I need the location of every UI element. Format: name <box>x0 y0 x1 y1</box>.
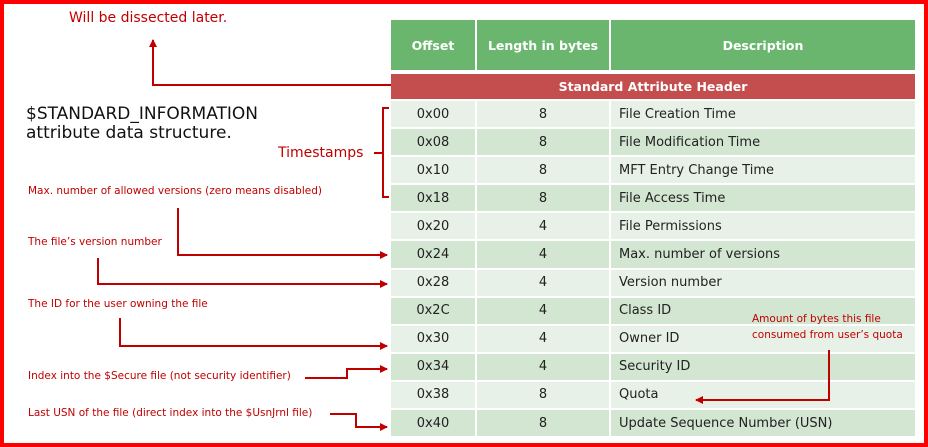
cell-description: Class ID <box>611 295 915 324</box>
cell-length: 4 <box>477 323 611 352</box>
cell-offset: 0x30 <box>391 323 477 352</box>
annotation-dissected: Will be dissected later. <box>69 10 228 26</box>
band-label: Standard Attribute Header <box>391 70 915 99</box>
cell-offset: 0x24 <box>391 239 477 268</box>
page-title: $STANDARD_INFORMATION attribute data str… <box>26 105 258 143</box>
table-row: 0x34 4 Security ID <box>391 351 915 380</box>
table-row: 0x28 4 Version number <box>391 267 915 296</box>
annotation-timestamps: Timestamps <box>278 145 364 161</box>
annotation-owner-id: The ID for the user owning the file <box>28 298 208 310</box>
cell-offset: 0x34 <box>391 351 477 380</box>
section-band: Standard Attribute Header <box>391 70 915 99</box>
cell-length: 4 <box>477 295 611 324</box>
cell-length: 8 <box>477 183 611 212</box>
table-row: 0x08 8 File Modification Time <box>391 127 915 156</box>
cell-description: File Creation Time <box>611 99 915 128</box>
table-row: 0x24 4 Max. number of versions <box>391 239 915 268</box>
cell-description: File Access Time <box>611 183 915 212</box>
structure-table: Offset Length in bytes Description Stand… <box>391 20 915 437</box>
cell-description: MFT Entry Change Time <box>611 155 915 184</box>
cell-description: Version number <box>611 267 915 296</box>
cell-length: 8 <box>477 155 611 184</box>
cell-description: Max. number of versions <box>611 239 915 268</box>
annotation-quota-line1: Amount of bytes this file <box>752 313 881 325</box>
table-row: 0x30 4 Owner ID <box>391 323 915 352</box>
cell-description: Owner ID <box>611 323 915 352</box>
cell-offset: 0x18 <box>391 183 477 212</box>
annotation-security-id: Index into the $Secure file (not securit… <box>28 370 291 382</box>
cell-offset: 0x40 <box>391 408 477 437</box>
cell-length: 4 <box>477 267 611 296</box>
cell-description: File Permissions <box>611 211 915 240</box>
title-line2: attribute data structure. <box>26 123 232 143</box>
cell-description: Quota <box>611 379 915 409</box>
cell-offset: 0x00 <box>391 99 477 128</box>
cell-length: 8 <box>477 408 611 437</box>
cell-offset: 0x20 <box>391 211 477 240</box>
table-row: 0x10 8 MFT Entry Change Time <box>391 155 915 184</box>
header-length: Length in bytes <box>477 20 611 70</box>
cell-length: 4 <box>477 351 611 380</box>
header-offset: Offset <box>391 20 477 70</box>
annotation-quota: Amount of bytes this file consumed from … <box>752 311 903 343</box>
annotation-max-versions: Max. number of allowed versions (zero me… <box>28 185 322 197</box>
header-description: Description <box>611 20 915 70</box>
cell-offset: 0x10 <box>391 155 477 184</box>
cell-offset: 0x38 <box>391 379 477 409</box>
cell-description: File Modification Time <box>611 127 915 156</box>
table-row: 0x20 4 File Permissions <box>391 211 915 240</box>
cell-description: Update Sequence Number (USN) <box>611 408 915 437</box>
annotation-quota-line2: consumed from user’s quota <box>752 329 903 341</box>
cell-length: 8 <box>477 99 611 128</box>
cell-description: Security ID <box>611 351 915 380</box>
table-row: 0x00 8 File Creation Time <box>391 99 915 128</box>
annotation-usn: Last USN of the file (direct index into … <box>28 407 313 419</box>
table-row: 0x40 8 Update Sequence Number (USN) <box>391 408 915 437</box>
title-line1: $STANDARD_INFORMATION <box>26 104 259 124</box>
table-row: 0x38 8 Quota <box>391 379 915 409</box>
cell-offset: 0x28 <box>391 267 477 296</box>
table-row: 0x2C 4 Class ID <box>391 295 915 324</box>
cell-length: 8 <box>477 127 611 156</box>
cell-length: 4 <box>477 239 611 268</box>
annotation-version-number: The file’s version number <box>28 236 162 248</box>
cell-offset: 0x08 <box>391 127 477 156</box>
table-row: 0x18 8 File Access Time <box>391 183 915 212</box>
table-header: Offset Length in bytes Description <box>391 20 915 70</box>
cell-length: 8 <box>477 379 611 409</box>
cell-length: 4 <box>477 211 611 240</box>
cell-offset: 0x2C <box>391 295 477 324</box>
